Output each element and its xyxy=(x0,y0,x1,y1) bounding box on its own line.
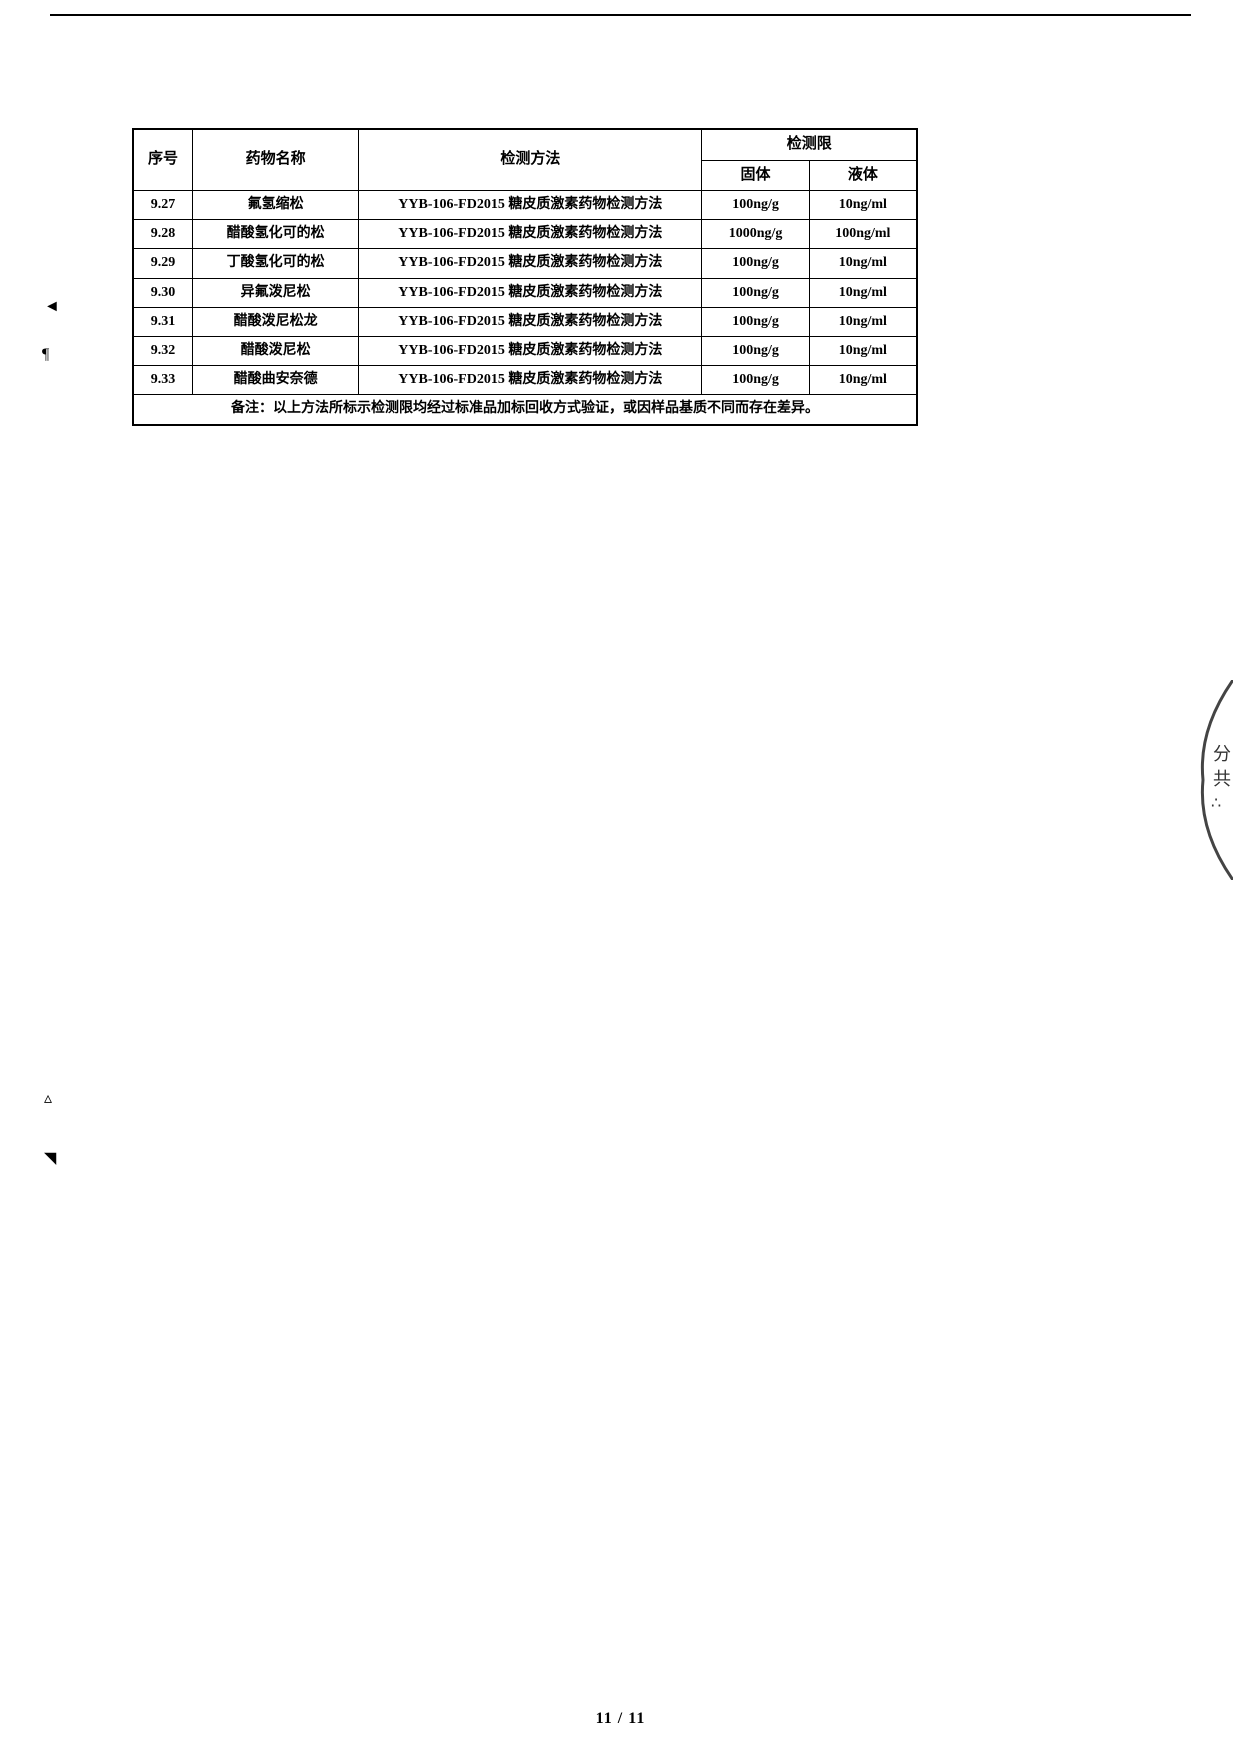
header-liquid: 液体 xyxy=(809,160,916,191)
cell-solid: 1000ng/g xyxy=(702,220,809,249)
table-row: 9.29丁酸氢化可的松YYB-106-FD2015 糖皮质激素药物检测方法100… xyxy=(134,249,917,278)
cell-name: 醋酸曲安奈德 xyxy=(192,366,358,395)
cell-solid: 100ng/g xyxy=(702,191,809,220)
cell-method: YYB-106-FD2015 糖皮质激素药物检测方法 xyxy=(359,336,702,365)
header-limit: 检测限 xyxy=(702,130,917,161)
cell-solid: 100ng/g xyxy=(702,366,809,395)
table-row: 9.30异氟泼尼松YYB-106-FD2015 糖皮质激素药物检测方法100ng… xyxy=(134,278,917,307)
page-number: 11 / 11 xyxy=(0,1710,1241,1728)
cell-solid: 100ng/g xyxy=(702,307,809,336)
table-header-row-1: 序号 药物名称 检测方法 检测限 xyxy=(134,130,917,161)
top-rule xyxy=(50,14,1191,16)
table-row: 9.31醋酸泼尼松龙YYB-106-FD2015 糖皮质激素药物检测方法100n… xyxy=(134,307,917,336)
header-seq: 序号 xyxy=(134,130,193,191)
scan-mark-icon: ▵ xyxy=(44,1088,52,1108)
cell-liquid: 100ng/ml xyxy=(809,220,916,249)
scan-mark-icon: ◥ xyxy=(44,1148,56,1168)
cell-seq: 9.31 xyxy=(134,307,193,336)
cell-method: YYB-106-FD2015 糖皮质激素药物检测方法 xyxy=(359,191,702,220)
detection-table: 序号 药物名称 检测方法 检测限 固体 液体 9.27氟氢缩松YYB-106-F… xyxy=(133,129,917,425)
cell-name: 醋酸泼尼松龙 xyxy=(192,307,358,336)
cell-seq: 9.28 xyxy=(134,220,193,249)
content-frame: 序号 药物名称 检测方法 检测限 固体 液体 9.27氟氢缩松YYB-106-F… xyxy=(132,128,918,426)
cell-name: 醋酸泼尼松 xyxy=(192,336,358,365)
svg-text:分: 分 xyxy=(1213,744,1231,764)
cell-liquid: 10ng/ml xyxy=(809,278,916,307)
scan-mark-icon: ¶ xyxy=(42,346,49,364)
table-head: 序号 药物名称 检测方法 检测限 固体 液体 xyxy=(134,130,917,191)
cell-seq: 9.29 xyxy=(134,249,193,278)
cell-name: 醋酸氢化可的松 xyxy=(192,220,358,249)
cell-method: YYB-106-FD2015 糖皮质激素药物检测方法 xyxy=(359,220,702,249)
svg-text:∴: ∴ xyxy=(1211,795,1221,812)
header-method: 检测方法 xyxy=(359,130,702,191)
cell-liquid: 10ng/ml xyxy=(809,366,916,395)
cell-method: YYB-106-FD2015 糖皮质激素药物检测方法 xyxy=(359,249,702,278)
note-row: 备注：以上方法所标示检测限均经过标准品加标回收方式验证，或因样品基质不同而存在差… xyxy=(134,395,917,424)
cell-seq: 9.30 xyxy=(134,278,193,307)
note-cell: 备注：以上方法所标示检测限均经过标准品加标回收方式验证，或因样品基质不同而存在差… xyxy=(134,395,917,424)
cell-solid: 100ng/g xyxy=(702,278,809,307)
table-row: 9.27氟氢缩松YYB-106-FD2015 糖皮质激素药物检测方法100ng/… xyxy=(134,191,917,220)
cell-method: YYB-106-FD2015 糖皮质激素药物检测方法 xyxy=(359,278,702,307)
table-foot: 备注：以上方法所标示检测限均经过标准品加标回收方式验证，或因样品基质不同而存在差… xyxy=(134,395,917,424)
table-body: 9.27氟氢缩松YYB-106-FD2015 糖皮质激素药物检测方法100ng/… xyxy=(134,191,917,395)
table-row: 9.32醋酸泼尼松YYB-106-FD2015 糖皮质激素药物检测方法100ng… xyxy=(134,336,917,365)
cell-liquid: 10ng/ml xyxy=(809,307,916,336)
cell-seq: 9.33 xyxy=(134,366,193,395)
table-row: 9.28醋酸氢化可的松YYB-106-FD2015 糖皮质激素药物检测方法100… xyxy=(134,220,917,249)
cell-name: 丁酸氢化可的松 xyxy=(192,249,358,278)
cell-seq: 9.32 xyxy=(134,336,193,365)
cell-solid: 100ng/g xyxy=(702,336,809,365)
cell-name: 氟氢缩松 xyxy=(192,191,358,220)
cell-seq: 9.27 xyxy=(134,191,193,220)
cell-liquid: 10ng/ml xyxy=(809,336,916,365)
cell-method: YYB-106-FD2015 糖皮质激素药物检测方法 xyxy=(359,307,702,336)
cell-liquid: 10ng/ml xyxy=(809,191,916,220)
cell-solid: 100ng/g xyxy=(702,249,809,278)
header-name: 药物名称 xyxy=(192,130,358,191)
cell-method: YYB-106-FD2015 糖皮质激素药物检测方法 xyxy=(359,366,702,395)
stamp-fragment-icon: 分 共 ∴ xyxy=(1193,680,1233,880)
header-solid: 固体 xyxy=(702,160,809,191)
table-row: 9.33醋酸曲安奈德YYB-106-FD2015 糖皮质激素药物检测方法100n… xyxy=(134,366,917,395)
page: 序号 药物名称 检测方法 检测限 固体 液体 9.27氟氢缩松YYB-106-F… xyxy=(0,0,1241,1756)
scan-mark-icon: ◄ xyxy=(44,298,60,316)
cell-liquid: 10ng/ml xyxy=(809,249,916,278)
svg-text:共: 共 xyxy=(1213,769,1231,789)
cell-name: 异氟泼尼松 xyxy=(192,278,358,307)
